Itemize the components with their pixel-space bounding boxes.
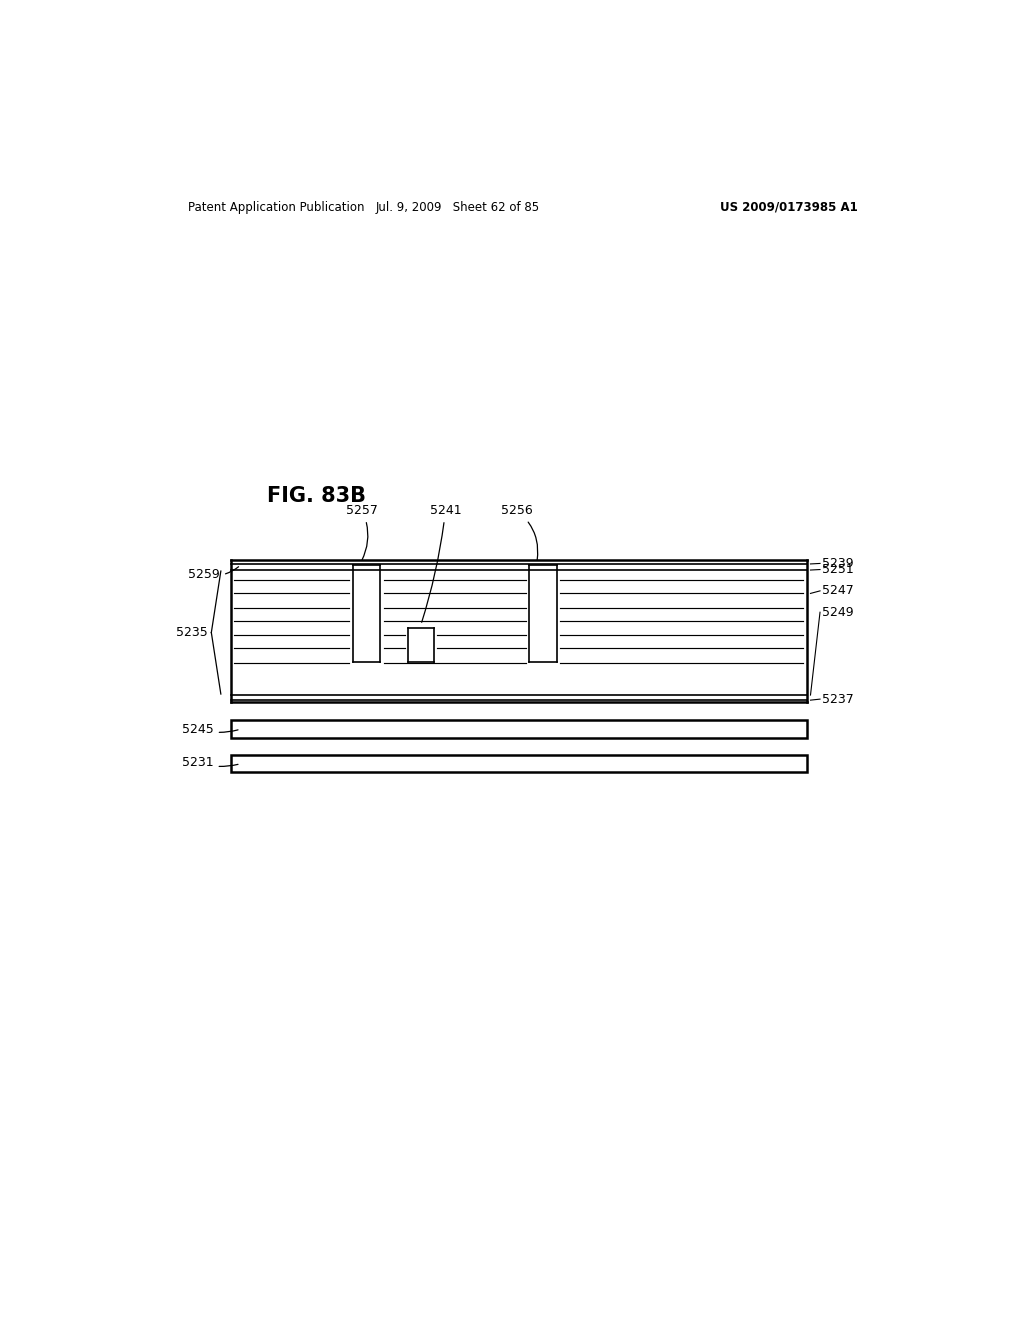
Text: 5231: 5231 [182, 756, 238, 770]
Bar [231, 755, 807, 772]
Text: 5237: 5237 [821, 693, 853, 706]
Text: 5251: 5251 [821, 564, 853, 576]
Text: 5247: 5247 [821, 585, 853, 598]
Bar [231, 721, 807, 738]
Text: 5241: 5241 [422, 504, 461, 622]
Text: 5257: 5257 [346, 504, 378, 561]
Text: 5239: 5239 [821, 557, 853, 570]
Text: 5245: 5245 [182, 722, 238, 735]
Text: 5249: 5249 [821, 606, 853, 619]
Text: US 2009/0173985 A1: US 2009/0173985 A1 [720, 201, 858, 214]
Text: 5259: 5259 [188, 566, 239, 581]
Text: FIG. 83B: FIG. 83B [267, 486, 366, 506]
Text: 5256: 5256 [501, 504, 538, 560]
Text: 5235: 5235 [175, 626, 207, 639]
Text: Jul. 9, 2009   Sheet 62 of 85: Jul. 9, 2009 Sheet 62 of 85 [375, 201, 540, 214]
Text: Patent Application Publication: Patent Application Publication [187, 201, 364, 214]
